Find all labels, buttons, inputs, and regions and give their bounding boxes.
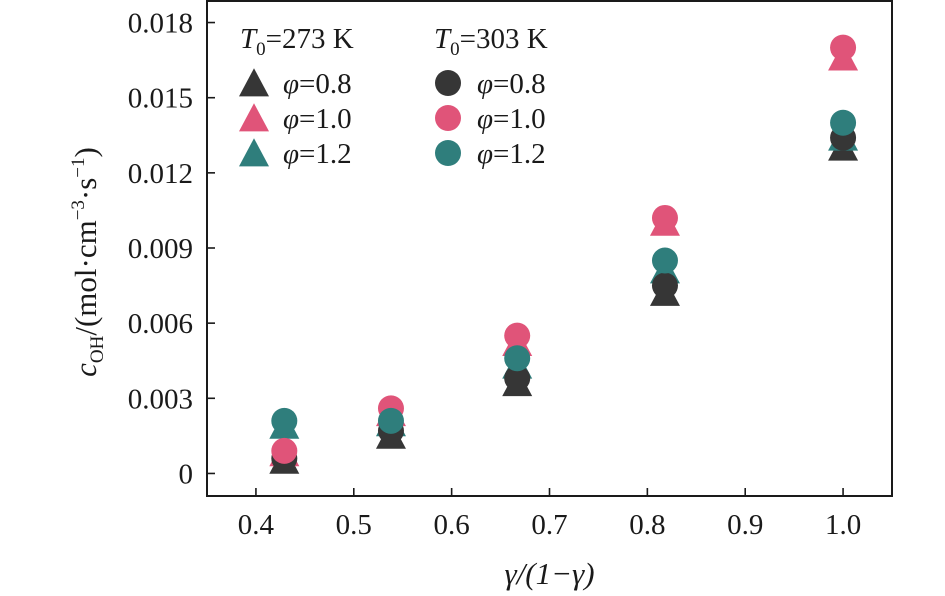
legend-circle-marker (435, 70, 461, 96)
circle-point (830, 109, 857, 136)
legend-circle-marker (435, 140, 461, 166)
y-axis-title: cOH/(mol·cm−3·s−1) (68, 147, 108, 377)
x-tick-label: 0.9 (727, 509, 763, 541)
legend-triangle-marker (239, 103, 269, 132)
x-tick-label: 0.7 (531, 509, 567, 541)
circle-point (377, 407, 404, 434)
y-tick-label: 0.009 (128, 233, 193, 265)
legend-entry-label: φ=1.2 (477, 138, 546, 170)
legend: T0=273 Kφ=0.8φ=1.0φ=1.2T0=303 Kφ=0.8φ=1.… (239, 23, 548, 170)
axes: 0.4 0.5 0.6 0.7 0.8 0.9 1.0 0 0.003 0.006 0.009 0.0… (68, 8, 861, 591)
x-tick-label: 0.8 (629, 509, 665, 541)
circle-point (271, 407, 298, 434)
legend-entry-label: φ=0.8 (477, 68, 546, 100)
x-tick-label: 1.0 (825, 509, 861, 541)
y-tick-label: 0.012 (128, 158, 193, 190)
legend-entry-label: φ=1.2 (283, 138, 352, 170)
circle-point (504, 345, 531, 372)
circle-point (651, 204, 678, 231)
legend-triangle-marker (239, 68, 269, 97)
x-axis-title: γ/(1−γ) (504, 556, 594, 591)
legend-group-title: T0=303 K (434, 23, 548, 60)
circle-point (271, 437, 298, 464)
circle-point (830, 34, 857, 61)
circle-point (504, 365, 531, 392)
x-tick-label: 0.5 (336, 509, 372, 541)
circle-point (504, 322, 531, 349)
x-tick-label: 0.6 (434, 509, 470, 541)
x-tick-label: 0.4 (238, 509, 275, 541)
legend-entry-label: φ=1.0 (477, 103, 546, 135)
circle-point (651, 247, 678, 274)
y-tick-label: 0.015 (128, 83, 193, 115)
circle-point (651, 272, 678, 299)
legend-group-title: T0=273 K (240, 23, 354, 60)
legend-circle-marker (435, 105, 461, 131)
y-tick-label: 0 (179, 458, 194, 490)
legend-entry-label: φ=0.8 (283, 68, 352, 100)
y-tick-label: 0.018 (128, 8, 193, 40)
y-tick-label: 0.006 (128, 308, 193, 340)
y-tick-label: 0.003 (128, 383, 193, 415)
data-markers (269, 34, 859, 474)
legend-triangle-marker (239, 138, 269, 167)
legend-entry-label: φ=1.0 (283, 103, 352, 135)
